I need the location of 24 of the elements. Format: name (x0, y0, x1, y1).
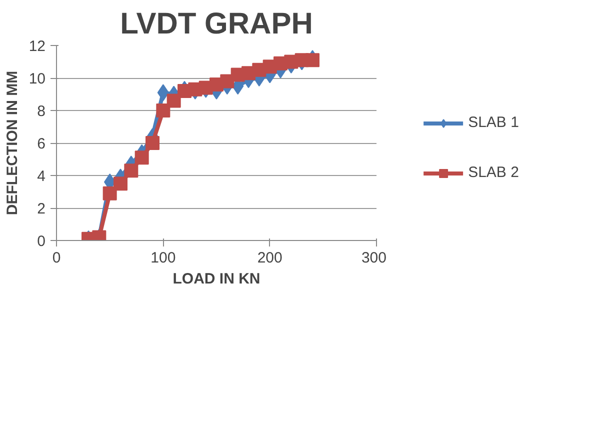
y-tick-label: 12 (28, 38, 46, 55)
x-axis-title: LOAD IN KN (172, 270, 260, 288)
x-tick-label: 300 (361, 250, 387, 266)
y-tick-label: 6 (37, 136, 46, 152)
point (166, 94, 181, 108)
legend-label: SLAB 1 (468, 114, 519, 131)
x-tick-label: 100 (150, 250, 176, 266)
y-tick-label: 4 (37, 168, 46, 185)
point (134, 150, 149, 165)
legend-label: SLAB 2 (468, 164, 519, 181)
y-tick-label: 10 (28, 70, 46, 88)
y-axis-title: DEFLECTION IN MM (4, 70, 21, 216)
y-tick-label: 0 (37, 233, 46, 250)
point (102, 186, 117, 200)
point (124, 164, 138, 178)
y-tick-label: 2 (37, 200, 46, 218)
chart-title: LVDT GRAPH (120, 8, 313, 40)
x-tick-label: 0 (52, 250, 61, 266)
point (146, 136, 160, 150)
point (114, 176, 128, 191)
x-tick-label: 200 (257, 250, 282, 266)
point (156, 104, 170, 118)
point (306, 53, 320, 68)
y-tick-label: 8 (37, 103, 46, 120)
